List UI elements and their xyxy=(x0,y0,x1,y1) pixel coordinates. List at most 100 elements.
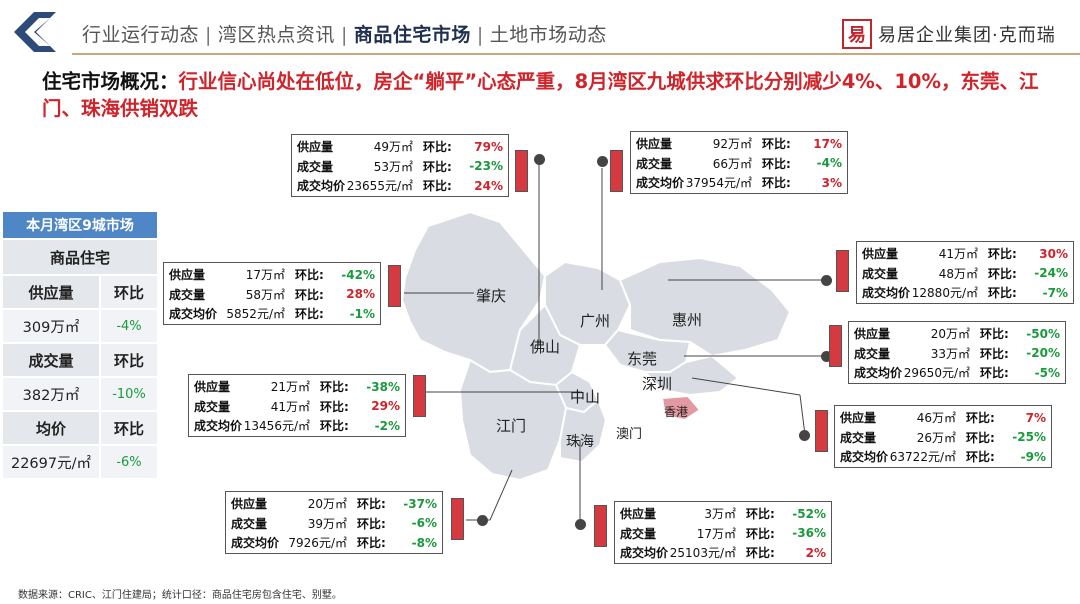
box-label-deal: 成交量 xyxy=(636,156,673,171)
summary-header-deal: 成交量 环比 xyxy=(3,344,157,376)
nav-item-hotspot[interactable]: 湾区热点资讯 xyxy=(217,24,335,46)
box-value-supply: 41万㎡ xyxy=(938,247,978,262)
box-value-supply: 17万㎡ xyxy=(245,268,285,283)
nav-item-residential[interactable]: 商品住宅市场 xyxy=(353,24,471,46)
box-row-price: 成交均价 25103元/㎡ 环比: 2% xyxy=(620,543,826,563)
box-mom-label: 环比: xyxy=(423,179,452,194)
box-value-price: 7926元/㎡ xyxy=(288,536,347,551)
city-label-guangzhou: 广州 xyxy=(580,312,611,330)
city-label-huizhou: 惠州 xyxy=(672,311,703,329)
box-mom-label: 环比: xyxy=(966,450,995,465)
box-label-price: 成交均价 xyxy=(620,546,669,561)
box-row-deal: 成交量 58万㎡ 环比: 28% xyxy=(169,285,375,305)
box-value-price: 13456元/㎡ xyxy=(243,419,310,434)
box-label-deal: 成交量 xyxy=(194,399,231,414)
city-label-dongguan: 东莞 xyxy=(627,350,658,368)
brand-seal-icon: 易 xyxy=(842,19,872,49)
box-value-price: 23655元/㎡ xyxy=(346,179,413,194)
city-box-dongguan: 供应量 20万㎡ 环比: -50% 成交量 33万㎡ 环比: -20% 成交均价 29650元/㎡… xyxy=(848,321,1066,384)
box-row-supply: 供应量 3万㎡ 环比: -52% xyxy=(620,504,826,524)
box-row-price: 成交均价 7926元/㎡ 环比: -8% xyxy=(231,533,437,553)
box-mom-label: 环比: xyxy=(320,380,349,395)
box-label-price: 成交均价 xyxy=(297,179,346,194)
box-change-deal: -36% xyxy=(792,526,826,541)
box-label-supply: 供应量 xyxy=(297,140,334,155)
summary-subtitle: 商品住宅 xyxy=(3,240,157,274)
box-row-supply: 供应量 49万㎡ 环比: 79% xyxy=(297,137,503,157)
box-row-deal: 成交量 26万㎡ 环比: -25% xyxy=(840,428,1046,448)
box-value-price: 12880元/㎡ xyxy=(911,286,978,301)
box-value-price: 63722元/㎡ xyxy=(889,450,956,465)
box-row-price: 成交均价 13456元/㎡ 环比: -2% xyxy=(194,416,400,436)
box-row-supply: 供应量 41万㎡ 环比: 30% xyxy=(862,244,1068,264)
box-label-supply: 供应量 xyxy=(636,137,673,152)
box-change-supply: -37% xyxy=(403,496,437,511)
city-box-guangzhou: 供应量 92万㎡ 环比: 17% 成交量 66万㎡ 环比: -4% 成交均价 37954元/㎡ 环比… xyxy=(630,131,848,194)
box-row-supply: 供应量 20万㎡ 环比: -50% xyxy=(854,324,1060,344)
box-change-supply: -52% xyxy=(792,506,826,521)
box-mom-label: 环比: xyxy=(980,346,1009,361)
box-change-deal: -23% xyxy=(469,159,503,174)
box-row-deal: 成交量 66万㎡ 环比: -4% xyxy=(636,154,842,174)
box-change-price: -1% xyxy=(349,306,375,321)
summary-value-supply: 309万㎡ xyxy=(3,310,99,342)
box-value-deal: 17万㎡ xyxy=(696,526,736,541)
bar-marker-zhongshan xyxy=(413,375,426,417)
box-row-deal: 成交量 41万㎡ 环比: 29% xyxy=(194,397,400,417)
box-row-deal: 成交量 39万㎡ 环比: -6% xyxy=(231,514,437,534)
box-value-supply: 49万㎡ xyxy=(373,140,413,155)
summary-value-price: 22697元/㎡ xyxy=(3,446,99,478)
box-value-price: 37954元/㎡ xyxy=(685,176,752,191)
box-mom-label: 环比: xyxy=(988,247,1017,262)
bar-marker-jiangmen xyxy=(451,498,464,540)
box-change-price: -8% xyxy=(411,535,437,550)
box-label-price: 成交均价 xyxy=(862,286,911,301)
box-mom-label: 环比: xyxy=(746,507,775,522)
city-box-jiangmen: 供应量 20万㎡ 环比: -37% 成交量 39万㎡ 环比: -6% 成交均价 7926元/㎡ 环比… xyxy=(225,491,443,554)
box-label-deal: 成交量 xyxy=(840,430,877,445)
region-zhaoqing xyxy=(400,210,547,374)
back-chevron-icon[interactable] xyxy=(12,10,70,54)
box-value-supply: 92万㎡ xyxy=(712,137,752,152)
box-mom-label: 环比: xyxy=(320,399,349,414)
city-label-xianggang: 香港 xyxy=(664,405,689,419)
box-label-supply: 供应量 xyxy=(169,268,206,283)
box-mom-label: 环比: xyxy=(423,140,452,155)
box-label-deal: 成交量 xyxy=(231,516,268,531)
bar-marker-zhuhai xyxy=(594,505,607,547)
bar-marker-huizhou xyxy=(836,250,849,292)
box-label-price: 成交均价 xyxy=(840,450,889,465)
box-change-deal: 29% xyxy=(371,399,400,414)
nav-item-land[interactable]: 土地市场动态 xyxy=(489,24,607,46)
box-change-price: -9% xyxy=(1020,449,1046,464)
box-row-price: 成交均价 5852元/㎡ 环比: -1% xyxy=(169,304,375,324)
box-mom-label: 环比: xyxy=(980,366,1009,381)
box-mom-label: 环比: xyxy=(423,159,452,174)
box-value-deal: 33万㎡ xyxy=(930,346,970,361)
summary-header-price: 均价 环比 xyxy=(3,412,157,444)
city-label-jiangmen: 江门 xyxy=(496,417,527,435)
box-change-deal: -25% xyxy=(1012,430,1046,445)
box-change-supply: 17% xyxy=(813,136,842,151)
summary-title: 本月湾区9城市场 xyxy=(3,212,157,238)
city-label-shenzhen: 深圳 xyxy=(642,375,673,393)
box-change-deal: -6% xyxy=(411,516,437,531)
box-label-deal: 成交量 xyxy=(620,526,657,541)
map-marker-guangzhou xyxy=(597,156,608,167)
nav-item-industry[interactable]: 行业运行动态 xyxy=(82,24,200,46)
bar-marker-foshan xyxy=(515,150,528,192)
box-change-deal: -20% xyxy=(1026,346,1060,361)
box-row-deal: 成交量 33万㎡ 环比: -20% xyxy=(854,344,1060,364)
map-regions xyxy=(400,210,792,482)
map-marker-huizhou xyxy=(821,275,832,286)
box-value-supply: 20万㎡ xyxy=(930,327,970,342)
box-row-price: 成交均价 29650元/㎡ 环比: -5% xyxy=(854,363,1060,383)
map-marker-jiangmen xyxy=(477,515,488,526)
box-label-price: 成交均价 xyxy=(854,366,903,381)
box-change-supply: 79% xyxy=(474,139,503,154)
box-change-supply: 7% xyxy=(1025,410,1046,425)
box-label-supply: 供应量 xyxy=(862,247,899,262)
box-label-price: 成交均价 xyxy=(636,176,685,191)
box-label-deal: 成交量 xyxy=(854,346,891,361)
